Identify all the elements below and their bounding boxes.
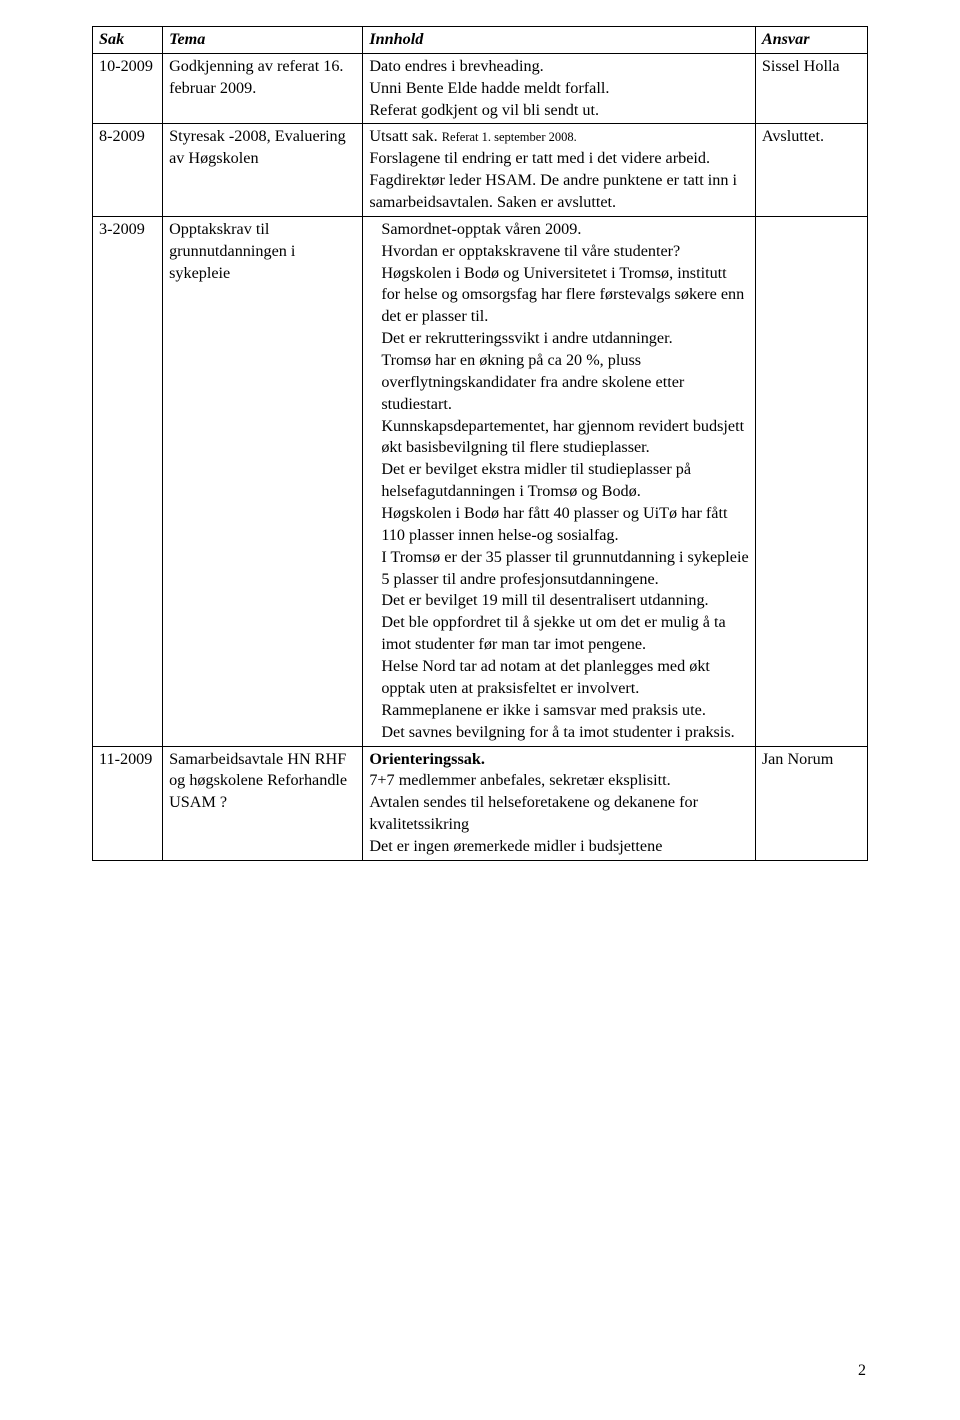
cell-ansvar: Jan Norum — [755, 746, 867, 860]
header-tema: Tema — [163, 27, 363, 54]
table-row: 8-2009 Styresak -2008, Evaluering av Høg… — [93, 124, 868, 216]
header-row: Sak Tema Innhold Ansvar — [93, 27, 868, 54]
header-ansvar: Ansvar — [755, 27, 867, 54]
header-innhold: Innhold — [363, 27, 756, 54]
cell-ansvar — [755, 216, 867, 746]
cell-tema: Styresak -2008, Evaluering av Høgskolen — [163, 124, 363, 216]
cell-innhold: Samordnet-opptak våren 2009.Hvordan er o… — [363, 216, 756, 746]
cell-innhold: Orienteringssak.7+7 medlemmer anbefales,… — [363, 746, 756, 860]
meeting-minutes-table: Sak Tema Innhold Ansvar 10-2009 Godkjenn… — [92, 26, 868, 861]
cell-tema: Opptakskrav til grunnutdanningen i sykep… — [163, 216, 363, 746]
table-row: 10-2009 Godkjenning av referat 16. febru… — [93, 53, 868, 124]
table-row: 11-2009 Samarbeidsavtale HN RHF og høgsk… — [93, 746, 868, 860]
cell-innhold: Utsatt sak. Referat 1. september 2008.Fo… — [363, 124, 756, 216]
header-sak: Sak — [93, 27, 163, 54]
cell-tema: Samarbeidsavtale HN RHF og høgskolene Re… — [163, 746, 363, 860]
cell-ansvar: Avsluttet. — [755, 124, 867, 216]
cell-sak: 3-2009 — [93, 216, 163, 746]
cell-innhold: Dato endres i brevheading.Unni Bente Eld… — [363, 53, 756, 124]
cell-sak: 10-2009 — [93, 53, 163, 124]
cell-sak: 11-2009 — [93, 746, 163, 860]
cell-tema: Godkjenning av referat 16. februar 2009. — [163, 53, 363, 124]
cell-ansvar: Sissel Holla — [755, 53, 867, 124]
table-row: 3-2009 Opptakskrav til grunnutdanningen … — [93, 216, 868, 746]
cell-sak: 8-2009 — [93, 124, 163, 216]
page-number: 2 — [858, 1362, 866, 1380]
